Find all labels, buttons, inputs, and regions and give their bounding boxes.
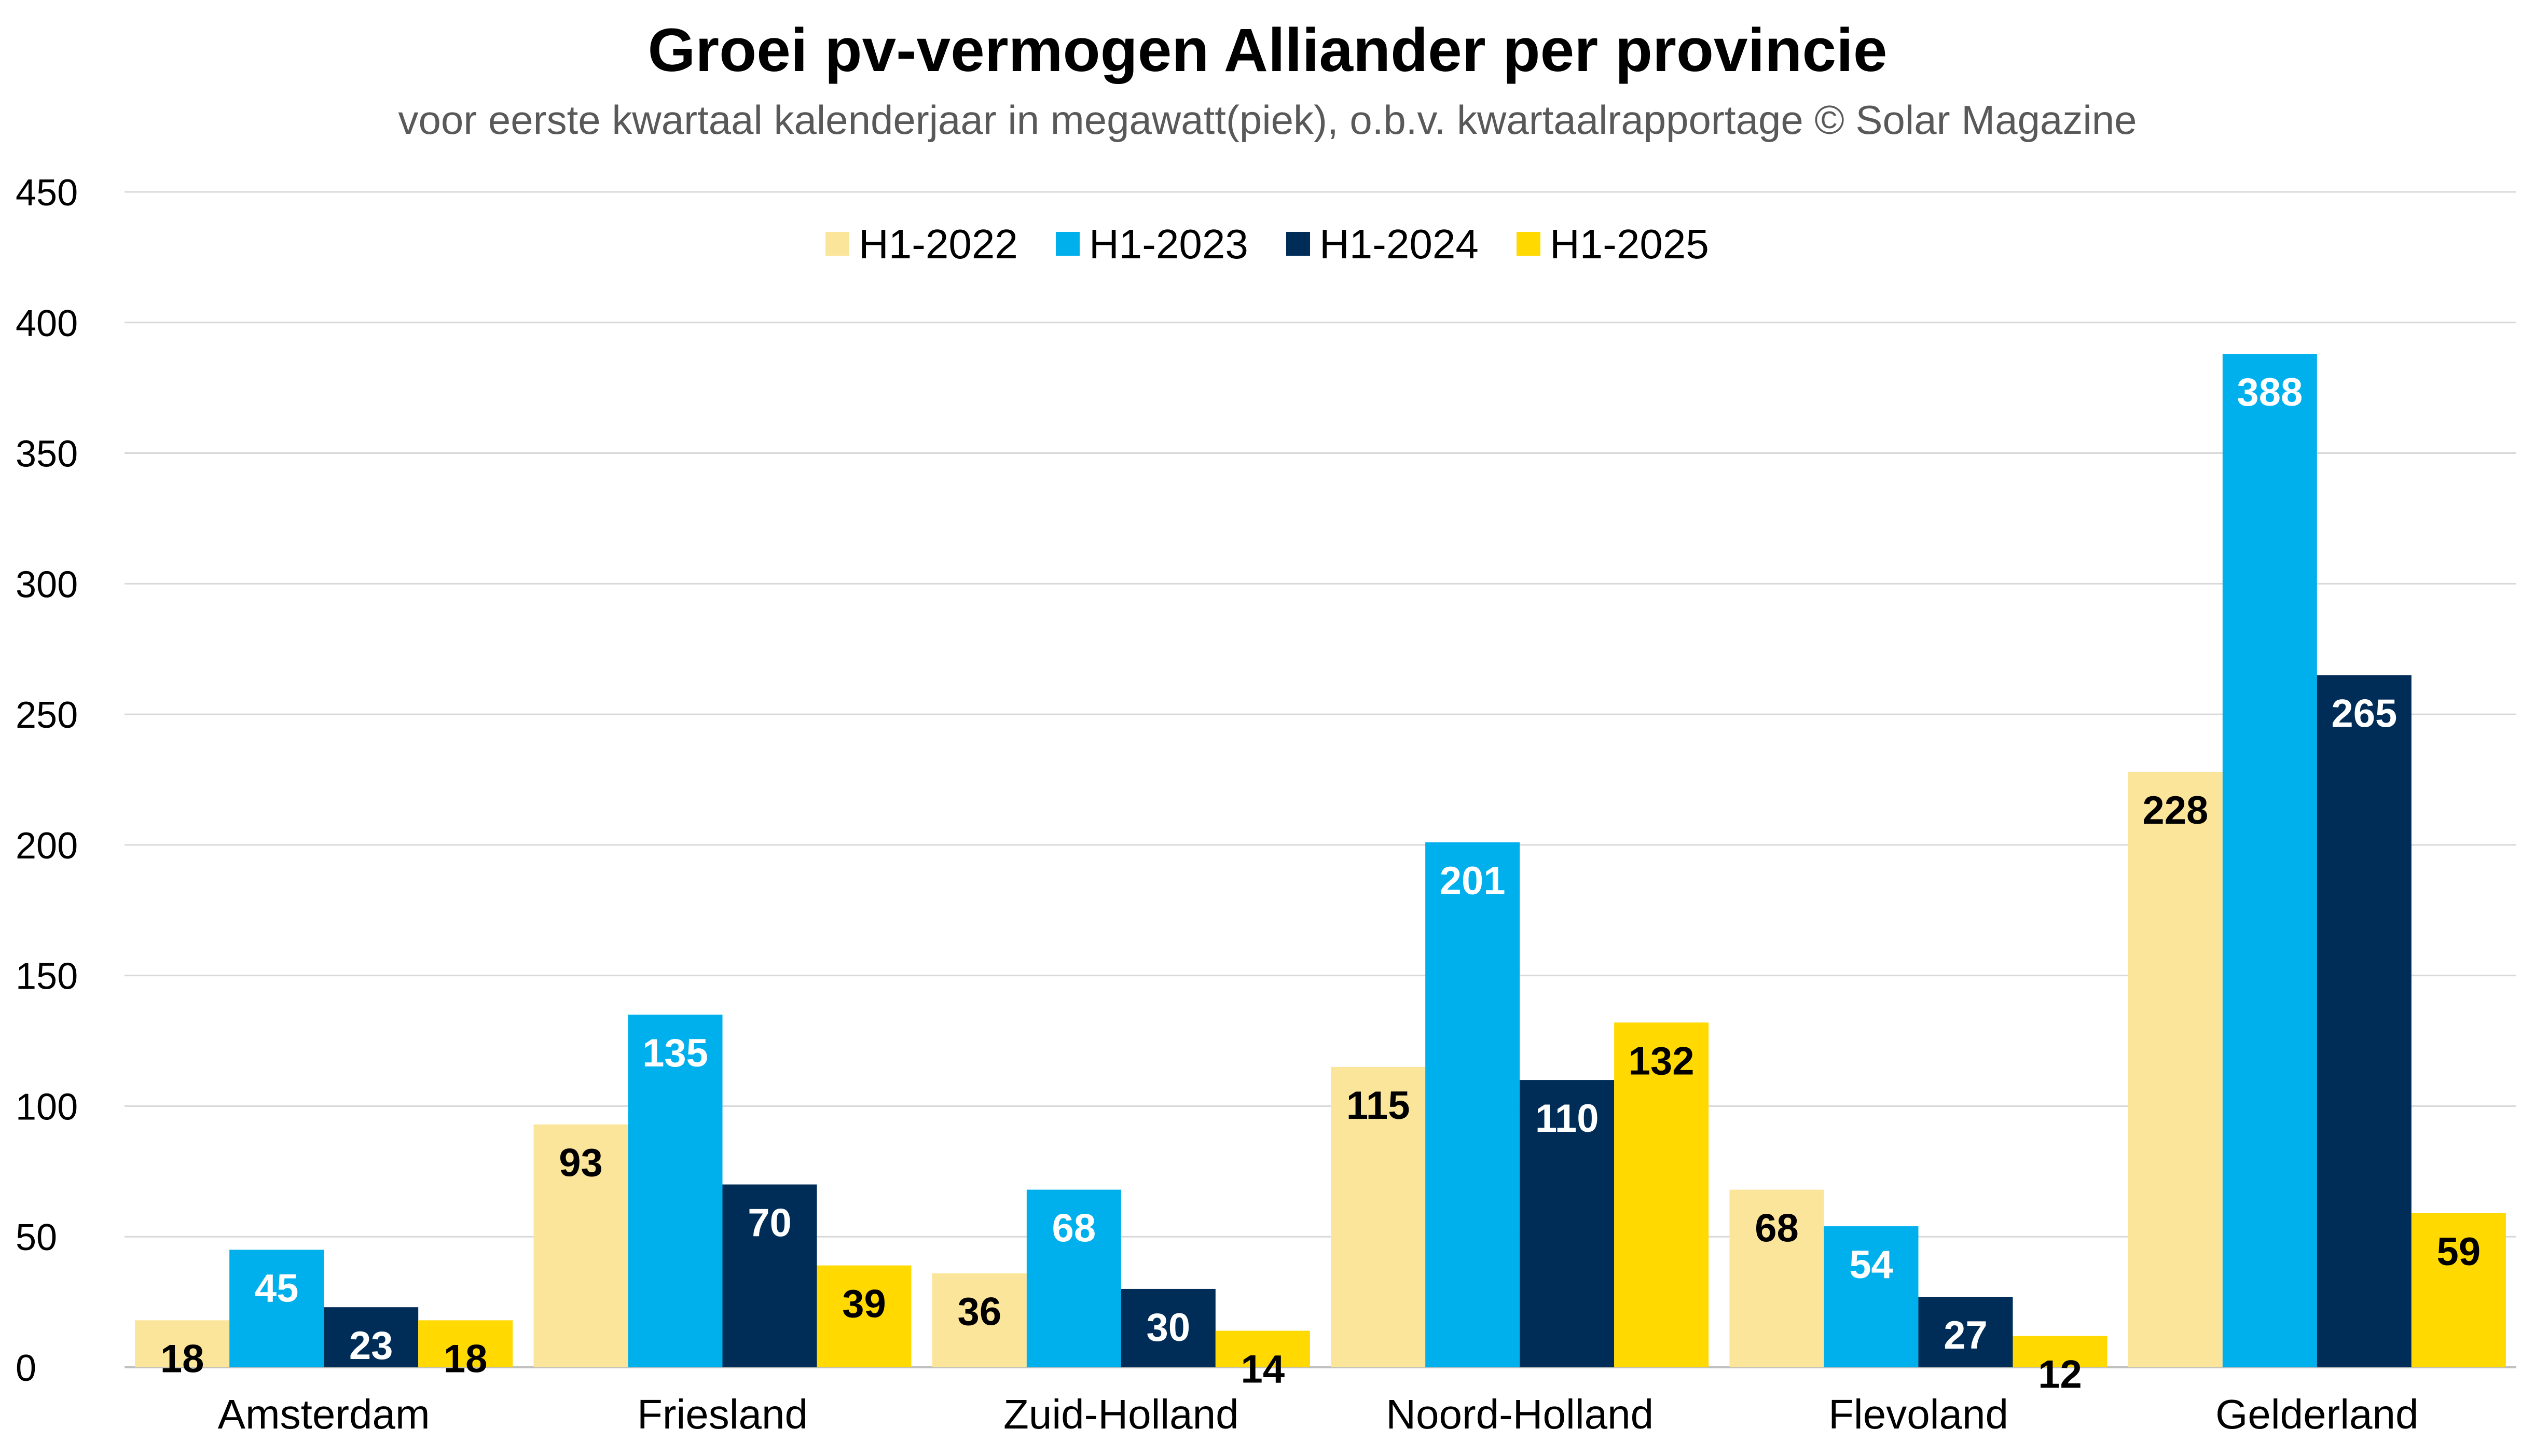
data-label: 201 [1440,859,1506,903]
data-label: 388 [2237,370,2303,414]
bar [2013,1336,2107,1367]
bar [2317,675,2412,1367]
x-tick-label: Flevoland [1828,1391,2008,1437]
data-label: 30 [1147,1306,1191,1350]
y-tick-label: 100 [16,1086,78,1128]
data-label: 18 [160,1337,204,1381]
data-labels: 18 45 23 18 93 135 70 39 36 68 30 14 115 201 110 132 68 5… [160,370,2481,1396]
legend-label: H1-2023 [1089,221,1248,267]
bar [1215,1330,1310,1367]
y-tick-label: 300 [16,564,78,605]
y-tick-label: 400 [16,303,78,344]
x-axis: Amsterdam Friesland Zuid-Holland Noord-Holl… [218,1391,2419,1437]
bar [817,1265,912,1367]
y-tick-label: 350 [16,434,78,475]
legend-swatch [1286,232,1310,256]
bar [722,1184,817,1367]
data-label: 45 [255,1266,299,1310]
y-tick-label: 450 [16,172,78,214]
y-tick-label: 150 [16,956,78,997]
bar [1425,842,1520,1367]
bar [2222,354,2317,1367]
legend: H1-2022 H1-2023 H1-2024 H1-2025 [825,221,1709,267]
legend-swatch [1517,232,1540,256]
legend-swatch [1056,232,1080,256]
y-tick-label: 50 [16,1217,57,1258]
bar [932,1273,1027,1367]
bar [1026,1189,1121,1367]
chart-title: Groei pv-vermogen Alliander per provinci… [647,16,1888,85]
data-label: 36 [958,1290,1002,1334]
data-label: 68 [1052,1207,1096,1251]
data-label: 23 [349,1324,393,1368]
x-tick-label: Friesland [637,1391,808,1437]
data-label: 93 [559,1141,603,1185]
data-label: 228 [2142,788,2208,833]
y-tick-label: 200 [16,825,78,867]
bar [2411,1213,2506,1367]
x-tick-label: Zuid-Holland [1003,1391,1239,1437]
bar [2128,771,2223,1367]
bar [1121,1288,1216,1367]
data-label: 110 [1535,1097,1599,1141]
data-label: 135 [642,1031,708,1075]
bar [229,1250,324,1367]
bar [1614,1022,1709,1367]
bar [324,1307,419,1367]
bar [135,1320,230,1367]
legend-label: H1-2024 [1319,221,1479,267]
data-label: 12 [2038,1353,2082,1397]
bar [1331,1066,1426,1367]
data-label: 54 [1849,1243,1893,1287]
bar [1918,1297,2013,1367]
bar [628,1015,723,1367]
bars [135,354,2506,1367]
y-tick-label: 0 [16,1348,36,1389]
legend-swatch [825,232,849,256]
bar [1729,1189,1824,1367]
data-label: 14 [1241,1348,1285,1392]
data-label: 59 [2437,1230,2481,1274]
gridlines [125,191,2516,1368]
bar [418,1320,513,1367]
data-label: 27 [1944,1313,1988,1357]
data-label: 115 [1346,1084,1410,1128]
bar [533,1124,628,1367]
bar [1824,1226,1919,1367]
x-tick-label: Noord-Holland [1386,1391,1654,1437]
data-label: 265 [2331,692,2397,736]
data-label: 132 [1629,1039,1694,1083]
legend-label: H1-2025 [1550,221,1709,267]
y-axis: 0 50 100 150 200 250 300 350 400 450 [16,172,78,1389]
x-tick-label: Gelderland [2215,1391,2418,1437]
x-tick-label: Amsterdam [218,1391,430,1437]
data-label: 68 [1755,1207,1799,1251]
data-label: 39 [842,1282,886,1326]
chart-subtitle: voor eerste kwartaal kalenderjaar in meg… [398,97,2137,143]
bar [1520,1080,1615,1367]
data-label: 18 [444,1337,488,1381]
y-tick-label: 250 [16,695,78,736]
data-label: 70 [748,1201,792,1245]
legend-label: H1-2022 [859,221,1018,267]
